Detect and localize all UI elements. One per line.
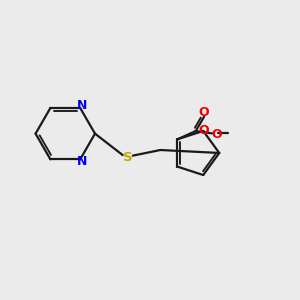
Text: N: N [76, 99, 87, 112]
Text: O: O [212, 128, 222, 141]
Text: N: N [76, 155, 87, 168]
Text: O: O [199, 106, 209, 119]
Text: S: S [123, 151, 133, 164]
Text: O: O [199, 124, 209, 137]
